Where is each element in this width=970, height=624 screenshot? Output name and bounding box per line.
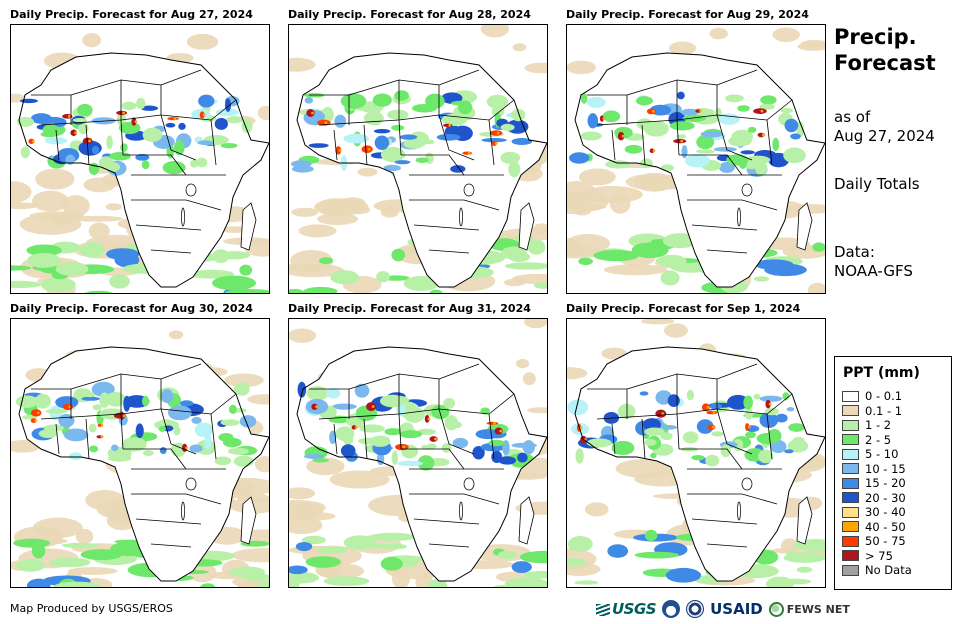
legend-title: PPT (mm) <box>843 365 920 381</box>
legend-item: 50 - 75 <box>842 534 912 549</box>
legend-item: No Data <box>842 563 912 578</box>
legend-swatch <box>842 535 859 547</box>
legend-label: 5 - 10 <box>865 447 899 462</box>
panel-title: Daily Precip. Forecast for Sep 1, 2024 <box>566 302 801 315</box>
legend-item: > 75 <box>842 549 912 564</box>
legend-item: 0 - 0.1 <box>842 389 912 404</box>
totals-label: Daily Totals <box>834 175 920 193</box>
panel-title: Daily Precip. Forecast for Aug 28, 2024 <box>288 8 531 21</box>
legend-label: > 75 <box>865 548 893 563</box>
map-canvas <box>567 319 825 587</box>
legend-item: 20 - 30 <box>842 491 912 506</box>
usgs-waves-icon <box>596 603 610 616</box>
legend-swatch <box>842 405 859 417</box>
legend-item: 40 - 50 <box>842 520 912 535</box>
panel-title: Daily Precip. Forecast for Aug 31, 2024 <box>288 302 531 315</box>
legend-swatch <box>842 492 859 504</box>
logo-strip: USGS USAID FEWS NET <box>596 598 850 620</box>
legend-item: 5 - 10 <box>842 447 912 462</box>
legend-swatch <box>842 564 859 576</box>
map-canvas <box>11 25 269 293</box>
precip-map <box>288 318 548 588</box>
legend-swatch <box>842 550 859 562</box>
legend-label: No Data <box>865 563 912 578</box>
precip-map <box>10 318 270 588</box>
legend-item: 0.1 - 1 <box>842 404 912 419</box>
legend-item: 1 - 2 <box>842 418 912 433</box>
fews-net-logo: FEWS NET <box>768 601 850 617</box>
precip-map <box>566 24 826 294</box>
legend-swatch <box>842 506 859 518</box>
sidebar-title: Precip. Forecast <box>834 25 936 75</box>
noaa-seal-icon <box>662 600 681 618</box>
legend-label: 10 - 15 <box>865 461 906 476</box>
map-canvas <box>289 25 547 293</box>
as-of-date: Aug 27, 2024 <box>834 127 935 145</box>
legend-label: 15 - 20 <box>865 476 906 491</box>
precip-map <box>10 24 270 294</box>
legend-swatch <box>842 448 859 460</box>
legend-swatch <box>842 390 859 402</box>
legend-item: 10 - 15 <box>842 462 912 477</box>
legend-label: 1 - 2 <box>865 418 892 433</box>
panel-title: Daily Precip. Forecast for Aug 27, 2024 <box>10 8 253 21</box>
state-dept-seal-icon <box>686 600 705 618</box>
usgs-logo: USGS <box>596 600 657 618</box>
globe-icon <box>768 601 784 617</box>
legend-swatch <box>842 521 859 533</box>
legend-item: 15 - 20 <box>842 476 912 491</box>
legend-label: 50 - 75 <box>865 534 906 549</box>
data-label: Data: <box>834 243 875 261</box>
data-source: NOAA-GFS <box>834 262 913 280</box>
legend-swatch <box>842 477 859 489</box>
as-of-label: as of <box>834 108 871 126</box>
precip-map <box>566 318 826 588</box>
legend-label: 20 - 30 <box>865 490 906 505</box>
producer-credit: Map Produced by USGS/EROS <box>10 602 173 615</box>
panel-title: Daily Precip. Forecast for Aug 30, 2024 <box>10 302 253 315</box>
legend-label: 0 - 0.1 <box>865 389 903 404</box>
map-canvas <box>567 25 825 293</box>
legend-item: 30 - 40 <box>842 505 912 520</box>
map-canvas <box>11 319 269 587</box>
precip-map <box>288 24 548 294</box>
legend-swatch <box>842 434 859 446</box>
legend-item: 2 - 5 <box>842 433 912 448</box>
legend-swatch <box>842 463 859 475</box>
usaid-logo: USAID <box>710 600 763 618</box>
legend-label: 40 - 50 <box>865 519 906 534</box>
legend-label: 30 - 40 <box>865 505 906 520</box>
legend-swatch <box>842 419 859 431</box>
panel-title: Daily Precip. Forecast for Aug 29, 2024 <box>566 8 809 21</box>
legend-label: 0.1 - 1 <box>865 403 903 418</box>
map-canvas <box>289 319 547 587</box>
legend-label: 2 - 5 <box>865 432 892 447</box>
